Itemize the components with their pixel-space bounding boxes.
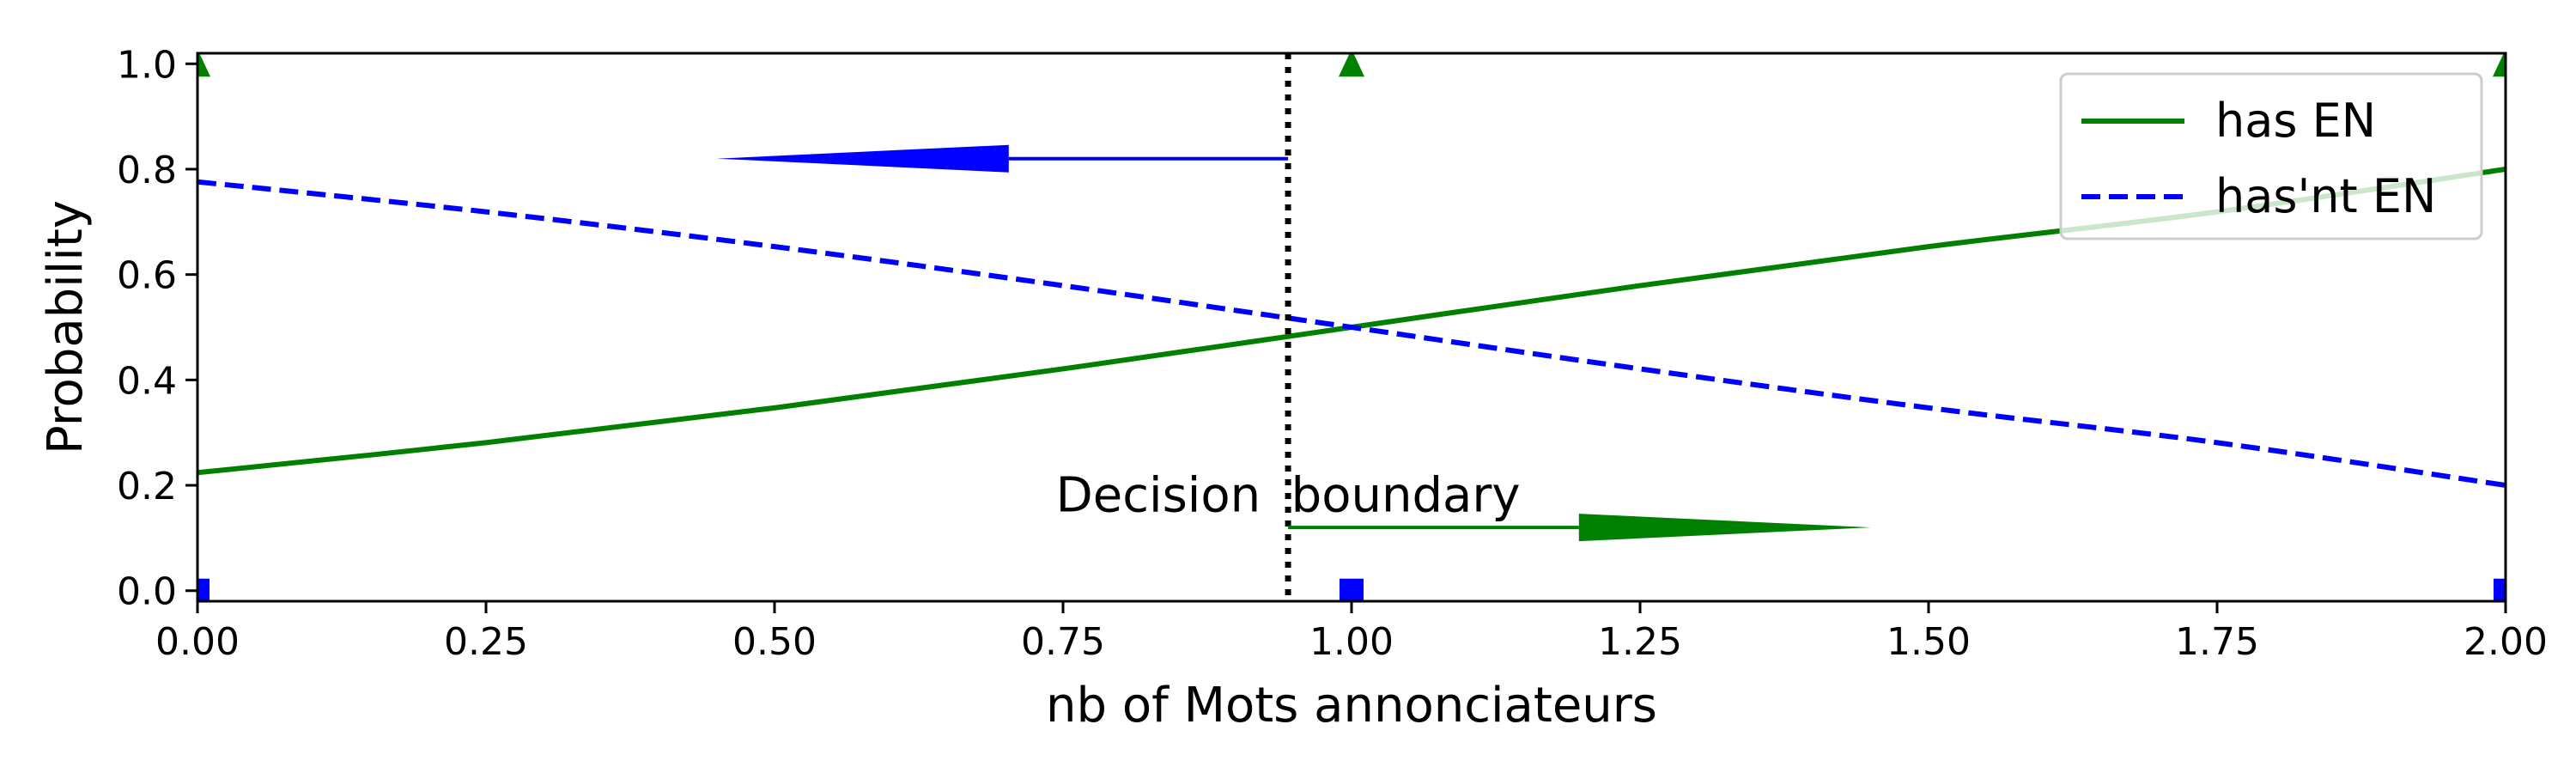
legend-label-has-en: has EN — [2215, 94, 2376, 148]
x-tick-label: 1.25 — [1598, 620, 1682, 664]
x-tick-label: 2.00 — [2464, 620, 2548, 664]
positive-sample-marker — [1339, 53, 1364, 77]
series-line-hasnt-en — [197, 179, 2506, 489]
arrow-head-0 — [716, 144, 1009, 173]
x-tick-label: 0.25 — [444, 620, 528, 664]
y-axis-label: Probability — [38, 200, 94, 454]
decision-boundary-label: Decision boundary — [1056, 468, 1521, 524]
x-tick-label: 1.50 — [1886, 620, 1971, 664]
y-tick-label: 0.4 — [117, 359, 177, 403]
y-tick-label: 0.2 — [117, 465, 177, 508]
legend-label-hasnt-en: has'nt EN — [2215, 169, 2436, 223]
x-tick-label: 0.50 — [732, 620, 817, 664]
x-tick-label: 1.75 — [2175, 620, 2259, 664]
positive-sample-marker — [197, 53, 210, 77]
axis-ticks: 0.00 0.25 0.50 0.75 1.00 1.25 1.50 1.75 2.00 0.0 0… — [117, 43, 2548, 664]
x-tick-label: 0.75 — [1021, 620, 1105, 664]
arrow-head-1 — [1578, 514, 1871, 542]
y-tick-label: 0.0 — [117, 570, 177, 614]
y-tick-label: 0.8 — [117, 149, 177, 192]
x-axis-label: nb of Mots annonciateurs — [1046, 678, 1657, 733]
x-tick-label: 1.00 — [1309, 620, 1394, 664]
legend: has EN has'nt EN — [2059, 72, 2483, 240]
x-tick-label: 0.00 — [155, 620, 240, 664]
y-tick-label: 1.0 — [117, 43, 177, 87]
positive-sample-marker — [2493, 53, 2506, 77]
negative-sample-marker — [197, 578, 210, 601]
y-tick-label: 0.6 — [117, 254, 177, 298]
negative-sample-marker — [1340, 578, 1364, 601]
negative-sample-marker — [2494, 578, 2506, 601]
